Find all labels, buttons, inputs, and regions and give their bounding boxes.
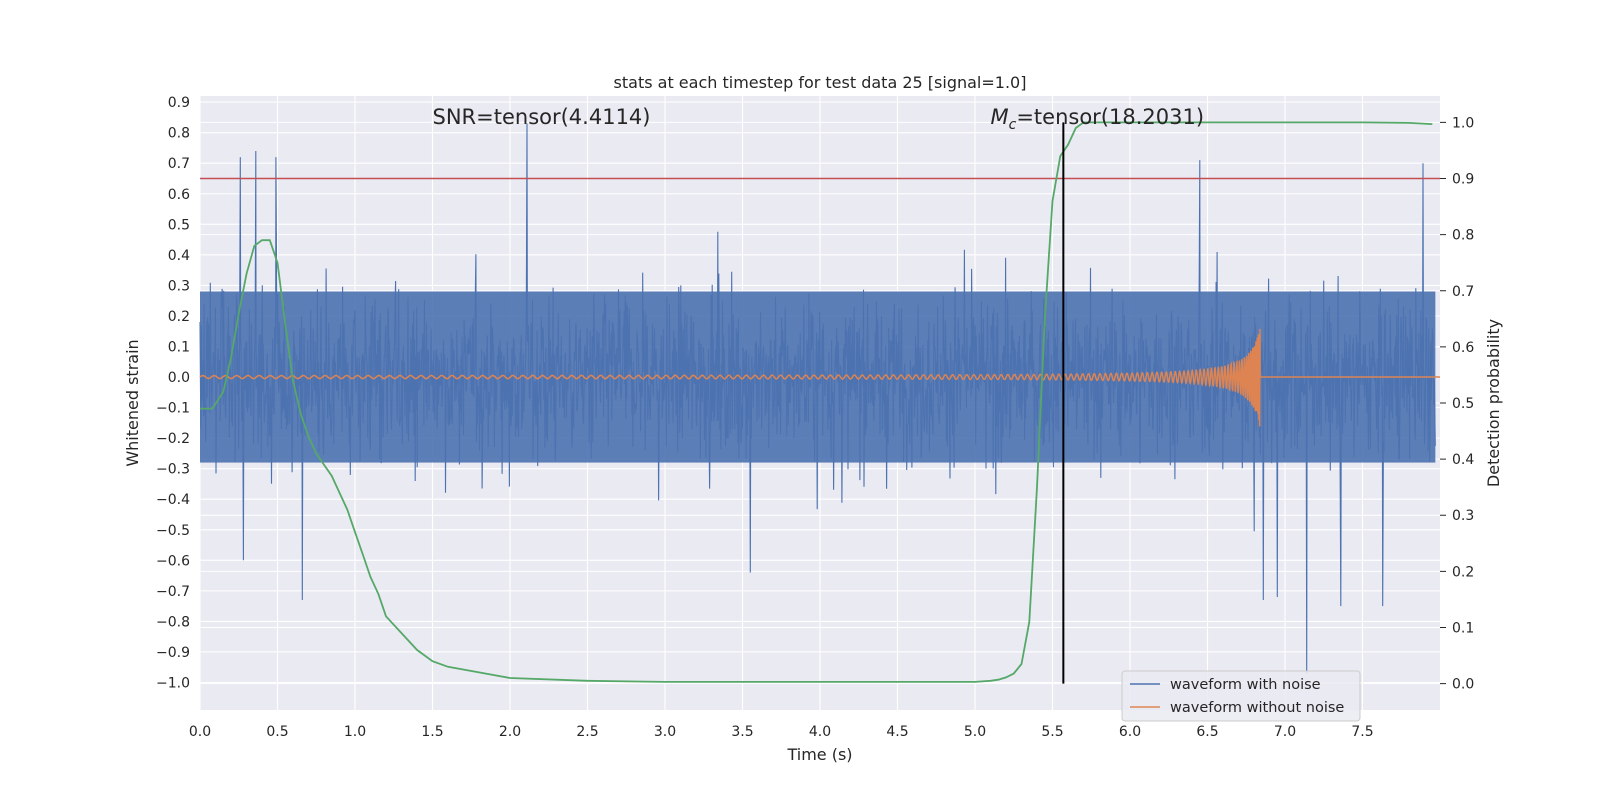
y-tick-label: −0.2 <box>156 431 190 447</box>
x-tick-label: 5.0 <box>964 724 986 740</box>
chirp-waveform-path <box>199 328 1440 427</box>
legend-box <box>1121 670 1361 722</box>
y-tick-label: −0.9 <box>156 645 190 661</box>
y-tick-label: 0.4 <box>168 248 190 264</box>
series-waveform-without-noise <box>199 328 1440 427</box>
y-axis-ticks: 0.9 0.8 0.7 0.6 0.5 0.4 0.3 0.2 0.1 0.0 −0.1 −0.2 −0… <box>156 95 190 691</box>
y2-tick-label: 1.0 <box>1452 115 1474 131</box>
y2-tick-label: 0.6 <box>1452 340 1474 356</box>
y-tick-label: −0.4 <box>156 492 190 508</box>
y2-tick-label: 0.5 <box>1452 396 1474 412</box>
y2-tick-label: 0.4 <box>1452 452 1474 468</box>
x-tick-label: 3.0 <box>654 724 676 740</box>
y-tick-label: −0.3 <box>156 462 190 478</box>
x-tick-label: 2.5 <box>576 724 598 740</box>
x-tick-label: 4.0 <box>809 724 831 740</box>
x-tick-label: 7.5 <box>1351 724 1373 740</box>
x-tick-label: 1.5 <box>421 724 443 740</box>
y-axis-label: Whitened strain <box>123 339 142 466</box>
y2-tick-label: 0.1 <box>1452 620 1474 636</box>
y-tick-label: −0.6 <box>156 553 190 569</box>
legend: waveform with noise waveform without noi… <box>1121 670 1361 722</box>
y-tick-label: 0.3 <box>168 278 190 294</box>
y2-tick-label: 0.0 <box>1452 677 1474 693</box>
legend-label-noise: waveform with noise <box>1170 677 1321 693</box>
x-tick-label: 3.5 <box>731 724 753 740</box>
y-tick-label: 0.2 <box>168 309 190 325</box>
y-tick-label: 0.8 <box>168 126 190 142</box>
chirp-mass-annotation: Mc=tensor(18.2031) <box>991 105 1205 133</box>
x-tick-label: 5.5 <box>1041 724 1063 740</box>
x-tick-label: 0.5 <box>266 724 288 740</box>
x-tick-label: 2.0 <box>499 724 521 740</box>
chart-title: stats at each timestep for test data 25 … <box>614 73 1027 92</box>
x-axis-label: Time (s) <box>786 745 852 764</box>
y-tick-label: −1.0 <box>156 676 190 692</box>
y-tick-label: 0.6 <box>168 187 190 203</box>
legend-label-no-noise: waveform without noise <box>1170 700 1344 716</box>
y2-axis-label: Detection probability <box>1484 319 1503 487</box>
chirp-mass-value: =tensor(18.2031) <box>1016 105 1204 129</box>
snr-annotation: SNR=tensor(4.4114) <box>433 105 651 129</box>
x-tick-label: 1.0 <box>344 724 366 740</box>
x-tick-label: 7.0 <box>1274 724 1296 740</box>
x-axis-ticks: 0.0 0.5 1.0 1.5 2.0 2.5 3.0 3.5 4.0 4.5 5.0 5.5 6.0 6… <box>189 724 1374 740</box>
y-tick-label: −0.5 <box>156 523 190 539</box>
chirp-mass-symbol: M <box>991 105 1009 129</box>
y2-tick-label: 0.9 <box>1452 172 1474 188</box>
y-tick-label: 0.5 <box>168 217 190 233</box>
y2-axis-ticks: 0.0 0.1 0.2 0.3 0.4 0.5 0.6 0.7 0.8 0.9 1.0 <box>1440 115 1474 693</box>
y-tick-label: 0.7 <box>168 156 190 172</box>
x-tick-label: 6.0 <box>1119 724 1141 740</box>
y-tick-label: −0.1 <box>156 401 190 417</box>
x-tick-label: 4.5 <box>886 724 908 740</box>
y-tick-label: 0.9 <box>168 95 190 111</box>
probability-path <box>200 121 1433 683</box>
y2-tick-label: 0.3 <box>1452 508 1474 524</box>
y2-tick-label: 0.8 <box>1452 228 1474 244</box>
chirp-mass-subscript: c <box>1009 117 1017 133</box>
y2-tick-label: 0.2 <box>1452 564 1474 580</box>
y2-tick-label: 0.7 <box>1452 284 1474 300</box>
series-detection-probability <box>200 121 1433 683</box>
x-tick-label: 6.5 <box>1196 724 1218 740</box>
y-tick-label: 0.0 <box>168 370 190 386</box>
y-tick-label: 0.1 <box>168 339 190 355</box>
y-tick-label: −0.8 <box>156 614 190 630</box>
x-tick-label: 0.0 <box>189 724 211 740</box>
y-tick-label: −0.7 <box>156 584 190 600</box>
